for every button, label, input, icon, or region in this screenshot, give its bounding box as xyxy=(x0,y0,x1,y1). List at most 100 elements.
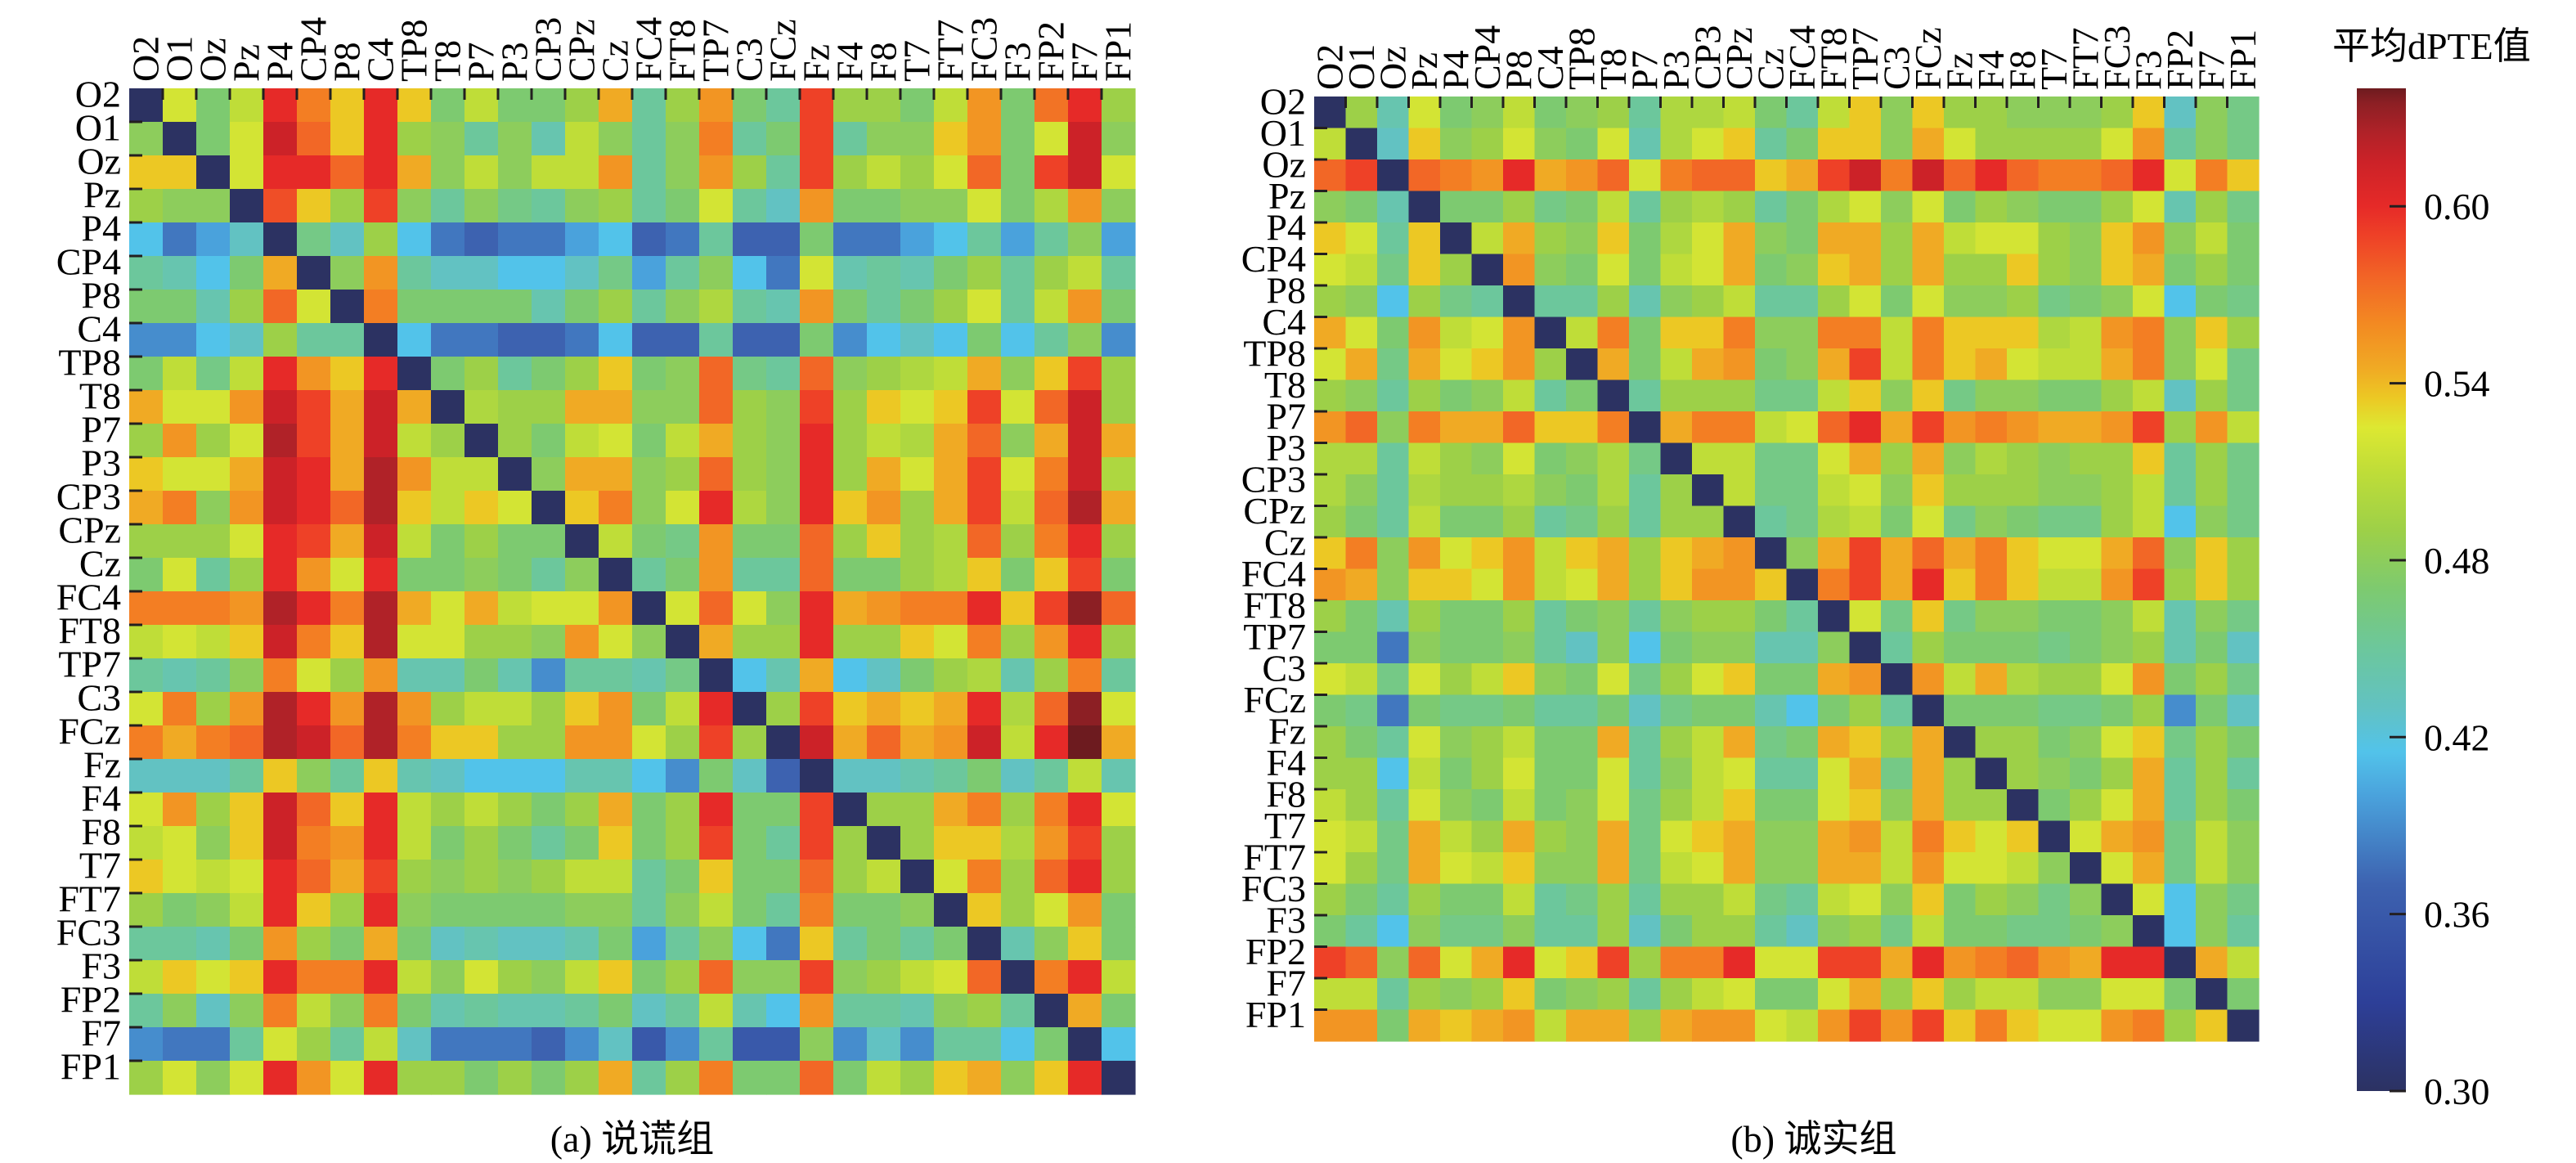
heatmap-cell-FC3-Cz xyxy=(1755,883,1788,916)
heatmap-cell-F8-C4 xyxy=(364,826,398,860)
heatmap-cell-FT7-C4 xyxy=(1534,852,1567,885)
heatmap-cell-FC3-FC4 xyxy=(632,927,666,961)
heatmap-cell-CP4-F3 xyxy=(2133,254,2165,286)
heatmap-cell-CPz-P3 xyxy=(1660,505,1693,538)
heatmap-cell-FCz-CP3 xyxy=(1692,694,1725,727)
heatmap-cell-C3-CP4 xyxy=(1471,663,1504,696)
heatmap-cell-FP1-Cz xyxy=(599,1061,633,1095)
heatmap-cell-P7-CP4 xyxy=(297,424,331,458)
heatmap-cell-O1-FCz xyxy=(766,122,801,156)
heatmap-cell-CP4-F3 xyxy=(1001,256,1035,290)
y-tick-label: CPz xyxy=(58,510,121,551)
heatmap-cell-FT7-F3 xyxy=(1001,893,1035,927)
heatmap-cell-FT8-FP1 xyxy=(2227,600,2260,633)
y-tick-label: CP3 xyxy=(1241,458,1306,500)
heatmap-cell-Fz-P8 xyxy=(330,759,365,793)
x-tick-label: F7 xyxy=(1064,42,1106,82)
heatmap-cell-FT8-Fz xyxy=(1944,600,1977,633)
heatmap-cell-C4-FP1 xyxy=(2227,317,2260,349)
heatmap-cell-P3-CP3 xyxy=(532,457,566,492)
x-tick-label: CPz xyxy=(561,19,603,82)
heatmap-cell-FC3-TP7 xyxy=(699,927,734,961)
heatmap-cell-F4-CP3 xyxy=(1692,757,1725,790)
x-tick-label: FT8 xyxy=(662,19,703,82)
heatmap-cell-Pz-O1 xyxy=(1345,191,1378,223)
heatmap-cell-CP4-O1 xyxy=(163,256,197,290)
heatmap-cell-T7-Oz xyxy=(196,860,231,894)
heatmap-cell-F8-FP2 xyxy=(1034,826,1069,860)
heatmap-cell-FC4-CP3 xyxy=(1692,568,1725,601)
heatmap-cell-F3-FC3 xyxy=(967,960,1002,995)
heatmap-cell-CP3-F7 xyxy=(2196,474,2228,507)
heatmap-cell-FCz-CP3 xyxy=(532,725,566,760)
heatmap-cell-O2-FC4 xyxy=(1786,97,1819,129)
heatmap-cell-CP4-Oz xyxy=(196,256,231,290)
heatmap-cell-P7-F7 xyxy=(1068,424,1102,458)
heatmap-cell-P8-C3 xyxy=(733,290,767,324)
heatmap-cell-F3-CP4 xyxy=(1471,915,1504,948)
heatmap-cell-C3-TP8 xyxy=(397,692,432,726)
heatmap-cell-O1-Cz xyxy=(599,122,633,156)
colorbar-gradient xyxy=(2357,88,2406,1091)
y-tick-label: Cz xyxy=(79,543,121,585)
heatmap-cell-F8-Cz xyxy=(599,826,633,860)
heatmap-cell-Fz-Oz xyxy=(196,759,231,793)
heatmap-cell-TP8-Fz xyxy=(800,357,834,391)
heatmap-cell-Cz-FCz xyxy=(1912,537,1945,570)
heatmap-cell-O2-Pz xyxy=(1408,97,1441,129)
heatmap-cell-FP1-P4 xyxy=(263,1061,298,1095)
y-tick-label: CP4 xyxy=(1241,238,1306,280)
heatmap-cell-CP4-CP3 xyxy=(532,256,566,290)
heatmap-cell-T8-O1 xyxy=(163,390,197,424)
heatmap-cell-C4-Cz xyxy=(1755,317,1788,349)
heatmap-cell-Fz-P4 xyxy=(263,759,298,793)
heatmap-cell-CP3-Fz xyxy=(800,491,834,525)
heatmap-cell-P7-Oz xyxy=(196,424,231,458)
heatmap-cell-FT8-P3 xyxy=(1660,600,1693,633)
heatmap-cell-Oz-FT7 xyxy=(2070,159,2103,192)
heatmap-cell-CPz-T8 xyxy=(431,524,465,559)
heatmap-cell-Oz-CPz xyxy=(1723,159,1756,192)
heatmap-cell-C3-CPz xyxy=(1723,663,1756,696)
heatmap-cell-P4-Cz xyxy=(599,222,633,257)
heatmap-cell-T8-CP3 xyxy=(532,390,566,424)
heatmap-cell-F4-TP8 xyxy=(397,793,432,827)
heatmap-cell-T8-FCz xyxy=(1912,379,1945,412)
heatmap-cell-C4-FC4 xyxy=(632,323,666,357)
heatmap-cell-P7-CP3 xyxy=(532,424,566,458)
heatmap-cell-C3-P4 xyxy=(263,692,298,726)
heatmap-cell-FT8-FCz xyxy=(766,625,801,659)
heatmap-cell-Pz-Pz xyxy=(230,189,264,223)
heatmap-cell-F3-T7 xyxy=(900,960,935,995)
heatmap-cell-Fz-P7 xyxy=(1629,726,1662,759)
heatmap-cell-Pz-FC4 xyxy=(1786,191,1819,223)
heatmap-cell-P8-TP8 xyxy=(397,290,432,324)
heatmap-cell-F3-T7 xyxy=(2038,915,2071,948)
heatmap-cell-Pz-O1 xyxy=(163,189,197,223)
heatmap-cell-FT8-TP8 xyxy=(397,625,432,659)
heatmap-cell-C3-P4 xyxy=(1440,663,1473,696)
heatmap-cell-FT8-P7 xyxy=(1629,600,1662,633)
heatmap-cell-F8-FT7 xyxy=(934,826,968,860)
heatmap-cell-P8-Fz xyxy=(800,290,834,324)
heatmap-cell-FP2-TP7 xyxy=(699,994,734,1028)
heatmap-cell-FP2-P7 xyxy=(464,994,499,1028)
heatmap-cell-O1-T8 xyxy=(431,122,465,156)
heatmap-cell-FC3-C3 xyxy=(1881,883,1914,916)
heatmap-cell-Oz-T7 xyxy=(900,155,935,190)
heatmap-cell-O2-CP4 xyxy=(1471,97,1504,129)
heatmap-cell-CPz-FP1 xyxy=(2227,505,2260,538)
heatmap-cell-P3-FC4 xyxy=(632,457,666,492)
heatmap-cell-Cz-F8 xyxy=(2007,537,2040,570)
heatmap-cell-P3-P8 xyxy=(1503,442,1536,475)
heatmap-cell-O2-FP1 xyxy=(1102,88,1136,123)
x-tick-label: F3 xyxy=(997,42,1039,82)
heatmap-cell-FT8-T8 xyxy=(1597,600,1630,633)
heatmap-cell-F4-T7 xyxy=(2038,757,2071,790)
heatmap-cell-CPz-F8 xyxy=(867,524,901,559)
heatmap-cell-Fz-FT8 xyxy=(666,759,700,793)
heatmap-cell-Cz-Pz xyxy=(230,558,264,592)
heatmap-cell-Cz-FC3 xyxy=(967,558,1002,592)
heatmap-cell-FC3-F3 xyxy=(2133,883,2165,916)
heatmap-cell-FT7-O1 xyxy=(1345,852,1378,885)
